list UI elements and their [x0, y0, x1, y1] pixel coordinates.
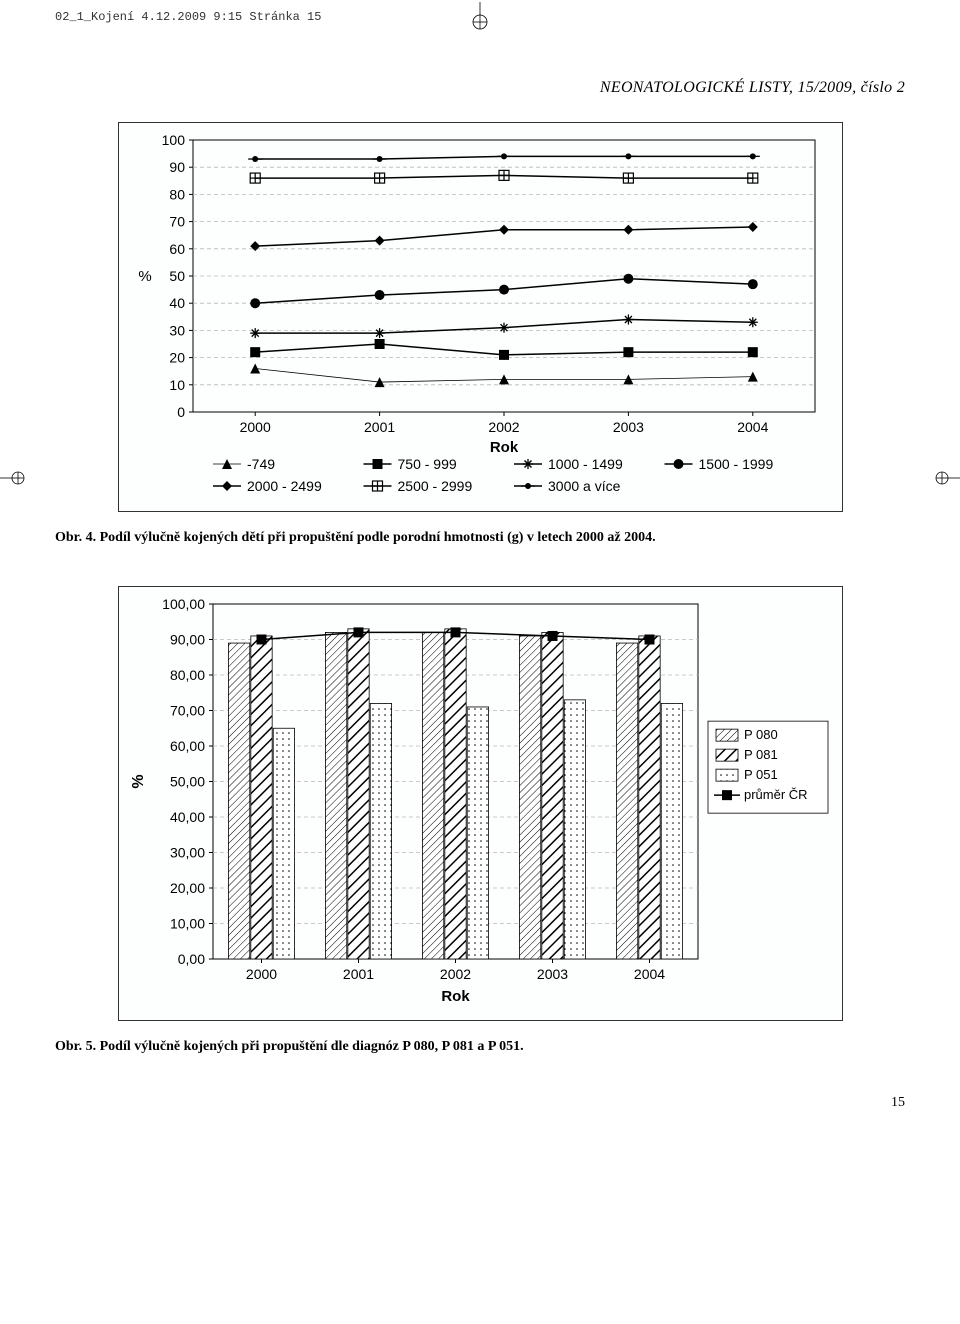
svg-text:10,00: 10,00	[169, 916, 204, 932]
svg-text:Rok: Rok	[441, 988, 470, 1005]
svg-text:100: 100	[161, 132, 185, 148]
svg-text:80,00: 80,00	[169, 667, 204, 683]
svg-text:0: 0	[177, 404, 185, 420]
svg-text:30,00: 30,00	[169, 845, 204, 861]
svg-text:2000 - 2499: 2000 - 2499	[247, 478, 322, 494]
svg-text:2000: 2000	[239, 419, 270, 435]
svg-text:%: %	[138, 268, 151, 285]
svg-text:40: 40	[169, 295, 185, 311]
svg-text:průměr ČR: průměr ČR	[744, 787, 808, 802]
svg-text:60,00: 60,00	[169, 738, 204, 754]
svg-text:2003: 2003	[612, 419, 643, 435]
svg-text:50: 50	[169, 268, 185, 284]
svg-text:2000: 2000	[245, 966, 276, 982]
journal-title: NEONATOLOGICKÉ LISTY, 15/2009, číslo 2	[55, 79, 905, 97]
figure-4-caption: Obr. 4. Podíl výlučně kojených dětí při …	[55, 530, 905, 546]
svg-text:70,00: 70,00	[169, 703, 204, 719]
svg-text:1000 - 1499: 1000 - 1499	[548, 456, 623, 472]
crop-mark-right	[934, 466, 960, 490]
svg-text:70: 70	[169, 214, 185, 230]
svg-text:P 081: P 081	[744, 747, 778, 762]
svg-text:2001: 2001	[364, 419, 395, 435]
svg-text:2001: 2001	[342, 966, 373, 982]
svg-text:90: 90	[169, 159, 185, 175]
svg-text:0,00: 0,00	[177, 951, 204, 967]
svg-text:Rok: Rok	[489, 439, 518, 456]
figure-5-caption: Obr. 5. Podíl výlučně kojených při propu…	[55, 1039, 905, 1055]
svg-text:2002: 2002	[488, 419, 519, 435]
svg-text:2003: 2003	[536, 966, 567, 982]
svg-text:20: 20	[169, 350, 185, 366]
svg-text:30: 30	[169, 322, 185, 338]
crop-mark-left	[0, 466, 26, 490]
figure-5-chart: 0,00 10,00 20,00 30,00 40,00 50,00 60,00 70,00 8…	[118, 586, 843, 1021]
svg-text:%: %	[130, 774, 147, 788]
svg-text:60: 60	[169, 241, 185, 257]
svg-text:2002: 2002	[439, 966, 470, 982]
svg-text:2500 - 2999: 2500 - 2999	[397, 478, 472, 494]
page-number: 15	[55, 1095, 905, 1111]
svg-text:P 080: P 080	[744, 727, 778, 742]
svg-text:80: 80	[169, 186, 185, 202]
svg-text:1500 - 1999: 1500 - 1999	[698, 456, 773, 472]
svg-text:20,00: 20,00	[169, 880, 204, 896]
crop-mark-top	[468, 2, 492, 30]
svg-text:750 - 999: 750 - 999	[397, 456, 456, 472]
figure-4-chart: 0 10 20 30 40 50 60 70 80 90 100 2000 2001 2002 2003 20…	[118, 122, 843, 512]
svg-text:-749: -749	[247, 456, 275, 472]
svg-text:2004: 2004	[633, 966, 664, 982]
svg-text:2004: 2004	[737, 419, 768, 435]
svg-text:100,00: 100,00	[162, 596, 205, 612]
svg-text:P 051: P 051	[744, 767, 778, 782]
svg-text:10: 10	[169, 377, 185, 393]
svg-text:90,00: 90,00	[169, 632, 204, 648]
svg-text:40,00: 40,00	[169, 809, 204, 825]
svg-text:3000 a více: 3000 a více	[548, 478, 621, 494]
svg-text:50,00: 50,00	[169, 774, 204, 790]
